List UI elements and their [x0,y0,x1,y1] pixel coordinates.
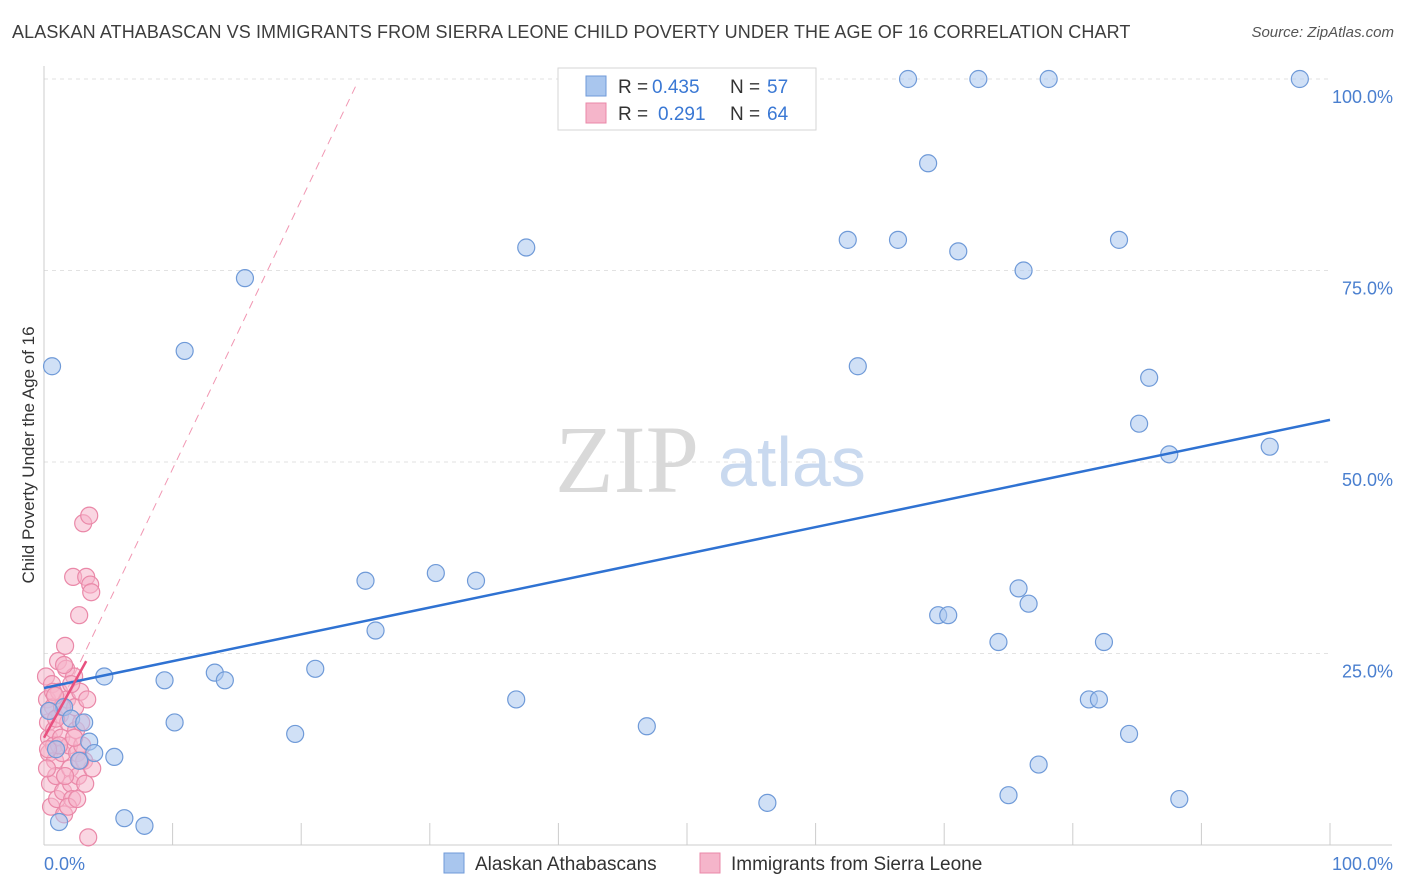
bottom-legend-label-2: Immigrants from Sierra Leone [731,854,982,875]
sierra-leone-point-63 [54,655,74,675]
gridlines [44,78,1330,654]
athabascan-point-23 [637,717,656,736]
y-tick-label-1: 50.0% [1342,470,1393,490]
athabascan-point-43 [1094,632,1114,652]
legend-n-value-1: 57 [767,77,788,98]
sierra-leone-point-21 [55,636,75,655]
sierra-leone-point-44 [79,828,98,847]
legend-r-value-1: 0.435 [652,77,700,98]
sierra-leone-trend-extension [43,86,356,738]
athabascan-point-36 [1009,579,1028,598]
athabascan-point-6 [105,747,124,767]
sierra-leone-point-58 [65,728,84,747]
athabascan-point-22 [517,238,536,257]
athabascan-point-54 [42,357,62,376]
bottom-legend-label-1: Alaskan Athabascans [475,854,657,875]
series-sierra-leone-points [36,506,102,847]
trend-extension-layer [43,86,356,738]
chart-title: ALASKAN ATHABASCAN VS IMMIGRANTS FROM SI… [12,22,1131,42]
athabascan-point-29 [919,154,938,173]
watermark-zip: ZIP [555,406,699,513]
athabascan-point-2 [75,713,94,732]
legend-r-value-2: 0.291 [658,104,706,125]
trend-lines [42,418,1331,739]
tick-labels: 25.0% 50.0% 75.0% 100.0% 0.0% 100.0% [44,87,1393,874]
sierra-leone-point-47 [82,583,101,602]
sierra-leone-point-59 [68,789,87,809]
legend-n-label-2: N = [730,104,760,125]
athabascan-point-51 [1290,69,1309,89]
series-legend: Alaskan Athabascans Immigrants from Sier… [443,852,982,875]
athabascan-point-45 [1119,724,1139,744]
sierra-leone-trend-line [42,660,88,739]
athabascan-point-26 [848,357,867,376]
athabascan-point-38 [1019,594,1038,613]
athabascan-point-44 [1109,230,1129,249]
y-axis-label: Child Poverty Under the Age of 16 [19,326,38,583]
bottom-legend-swatch-blue [443,852,465,874]
athabascan-point-47 [1140,368,1159,387]
athabascan-point-39 [1029,755,1048,774]
x-tick-label-1: 100.0% [1332,854,1393,874]
athabascan-point-9 [155,671,174,690]
athabascan-point-31 [939,606,958,625]
x-tick-label-0: 0.0% [44,854,85,874]
athabascan-point-18 [366,621,385,640]
sierra-leone-point-41 [76,774,95,793]
legend-n-label-1: N = [730,77,760,98]
athabascan-point-11 [175,341,194,361]
watermark-atlas: atlas [718,423,866,501]
sierra-leone-point-35 [70,606,89,625]
athabascan-point-8 [135,816,154,835]
sierra-leone-point-43 [78,690,97,709]
athabascan-point-46 [1130,414,1149,433]
athabascan-point-42 [1089,690,1109,709]
chart-source: Source: ZipAtlas.com [1251,24,1394,41]
athabascan-point-55 [49,812,69,832]
athabascan-point-10 [165,713,184,732]
series-athabascan-points [39,69,1309,835]
athabascan-point-35 [999,786,1018,805]
y-tick-label-0: 25.0% [1342,662,1393,682]
athabascan-point-7 [115,809,134,828]
athabascan-point-40 [1039,69,1058,89]
athabascan-point-13 [215,671,234,690]
athabascan-point-20 [466,571,486,590]
y-tick-label-3: 100.0% [1332,87,1393,107]
athabascan-point-50 [1260,437,1279,456]
legend-swatch-blue [585,75,607,97]
sierra-leone-point-45 [80,506,99,525]
legend-r-label-2: R = [618,104,648,125]
correlation-legend: R = 0.435 N = 57 R = 0.291 N = 64 [557,67,817,131]
athabascan-point-33 [969,69,988,89]
athabascan-point-19 [426,563,445,583]
athabascan-point-53 [46,740,66,759]
athabascan-point-21 [507,690,526,709]
athabascan-point-56 [70,751,89,770]
athabascan-trend-line [43,418,1331,690]
athabascan-point-28 [898,69,918,89]
sierra-leone-point-49 [37,759,57,778]
athabascan-point-25 [838,230,857,249]
legend-n-value-2: 64 [767,104,789,125]
athabascan-point-49 [1170,789,1189,809]
bottom-legend-swatch-pink [699,852,721,874]
athabascan-point-15 [286,724,305,744]
athabascan-point-37 [1014,261,1033,280]
athabascan-point-34 [989,632,1008,652]
watermark: ZIP atlas [555,406,866,513]
legend-swatch-pink [585,102,607,124]
athabascan-point-27 [888,230,908,249]
athabascan-point-24 [758,793,777,812]
athabascan-point-16 [306,659,325,678]
sierra-leone-point-55 [55,766,75,786]
athabascan-point-17 [356,571,375,590]
athabascan-point-14 [235,269,255,288]
athabascan-point-4 [85,743,104,763]
legend-r-label-1: R = [618,77,648,98]
athabascan-point-32 [949,242,968,261]
y-tick-label-2: 75.0% [1342,279,1393,299]
